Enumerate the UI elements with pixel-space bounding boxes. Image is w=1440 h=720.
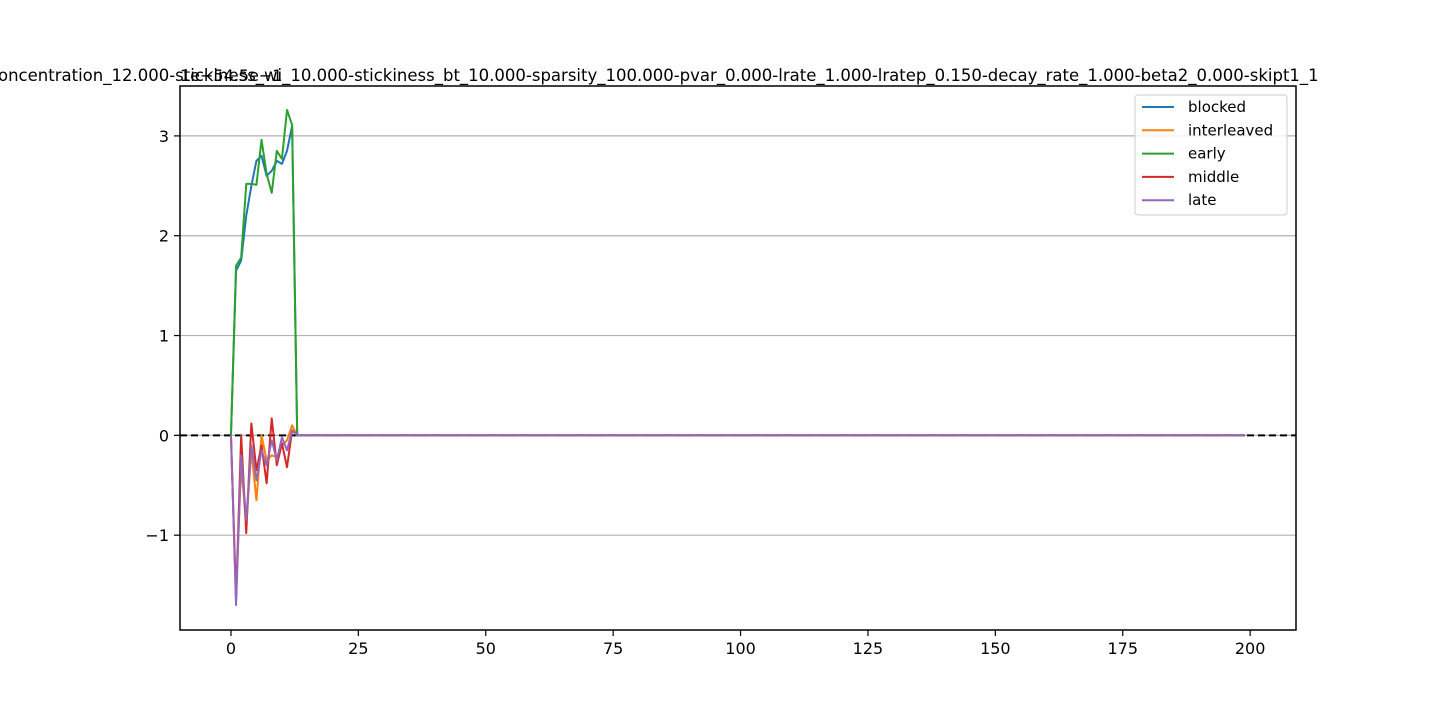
x-tick-label: 150 — [980, 639, 1011, 658]
series-line-late — [229, 429, 1246, 607]
series-lines — [229, 108, 1246, 607]
x-axis-ticks: 0 25 50 75 100 125 150 175 200 — [226, 630, 1266, 658]
x-tick-label: 200 — [1235, 639, 1266, 658]
y-tick-label: −1 — [145, 526, 169, 545]
y-tick-label: 1 — [159, 327, 169, 346]
y-tick-label: 0 — [159, 426, 169, 445]
x-tick-label: 25 — [348, 639, 368, 658]
x-tick-label: 100 — [725, 639, 756, 658]
legend-label-blocked: blocked — [1188, 98, 1246, 116]
y-tick-label: 3 — [159, 127, 169, 146]
legend: blocked interleaved early middle late — [1134, 94, 1288, 216]
series-line-early — [229, 108, 1246, 437]
x-tick-label: 125 — [853, 639, 884, 658]
x-tick-label: 175 — [1107, 639, 1138, 658]
x-tick-label: 0 — [226, 639, 236, 658]
legend-label-early: early — [1188, 145, 1226, 163]
legend-label-late: late — [1188, 191, 1216, 209]
y-tick-label: 2 — [159, 227, 169, 246]
y-axis-ticks: −1 0 1 2 3 — [145, 127, 180, 545]
legend-label-interleaved: interleaved — [1188, 121, 1273, 139]
axes-frame — [179, 85, 1297, 631]
legend-label-middle: middle — [1188, 168, 1239, 186]
legend-box — [1134, 94, 1288, 216]
x-tick-label: 75 — [603, 639, 623, 658]
x-tick-label: 50 — [476, 639, 496, 658]
chart-title: oncentration_12.000-stickiness_wi_10.000… — [0, 66, 1319, 86]
axis-offset-label: 1e−54.5e−1 — [180, 66, 282, 85]
